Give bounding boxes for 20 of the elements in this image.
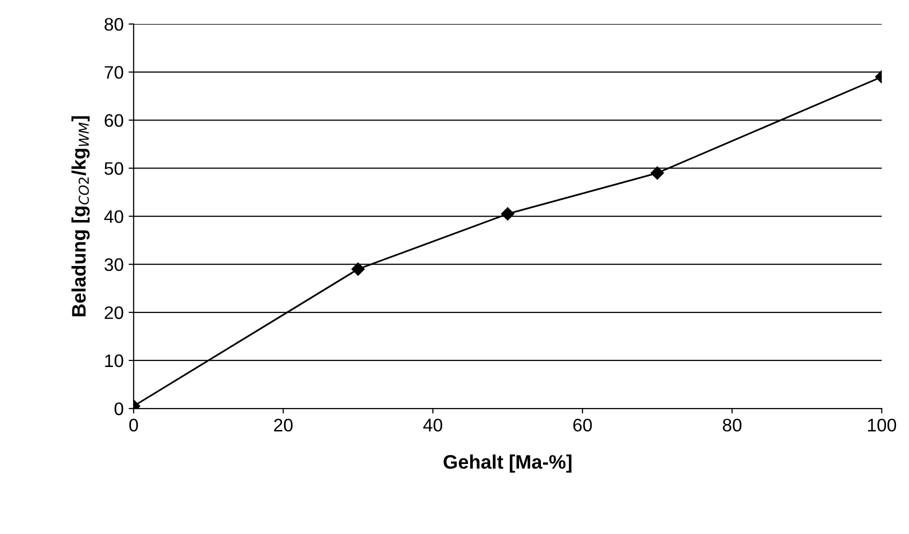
- y-tick-label: 0: [114, 402, 124, 416]
- x-tick-label: 100: [868, 418, 896, 432]
- x-tick-label: 60: [573, 418, 592, 432]
- point: [351, 262, 365, 276]
- point: [650, 166, 664, 180]
- x-tick-label: 40: [423, 418, 442, 432]
- x-tick-label: 0: [129, 418, 138, 432]
- y-axis-title: Beladung [g$_{CO2}$/kg$_{WM}$]: [71, 116, 90, 316]
- y-tick-label: 40: [104, 210, 124, 223]
- y-tick-label: 50: [104, 162, 124, 175]
- y-tick-label: 60: [104, 114, 124, 127]
- x-tick-label: 80: [722, 418, 742, 432]
- y-tick-label: 80: [104, 18, 124, 31]
- x-tick-label: 20: [274, 418, 293, 432]
- x-axis-title: Gehalt [Ma-%]: [444, 454, 572, 473]
- y-tick-label: 10: [105, 354, 124, 368]
- point: [501, 207, 514, 220]
- y-tick-label: 30: [104, 258, 124, 272]
- y-tick-label: 20: [104, 306, 124, 320]
- y-tick-label: 70: [104, 66, 124, 79]
